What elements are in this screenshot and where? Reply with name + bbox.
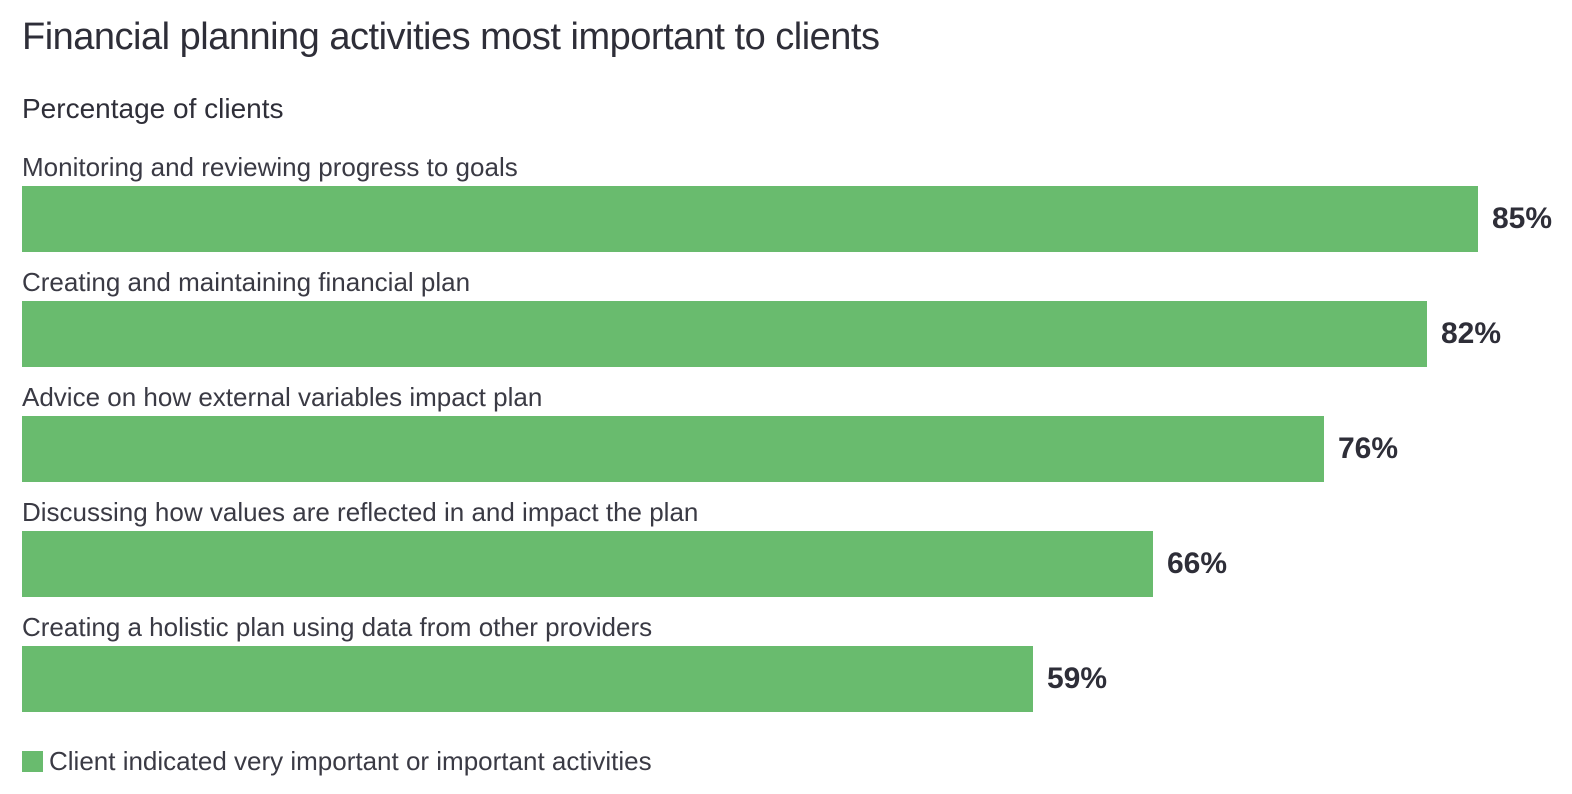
bar-row: Creating and maintaining financial plan 8… — [22, 267, 1572, 367]
bar-row: Advice on how external variables impact … — [22, 382, 1572, 482]
bar-label: Discussing how values are reflected in a… — [22, 497, 699, 527]
bar — [22, 186, 1478, 252]
bar-row: Creating a holistic plan using data from… — [22, 612, 1572, 712]
chart-subtitle: Percentage of clients — [22, 93, 284, 124]
bar-value: 66% — [1167, 547, 1228, 580]
bar-value: 76% — [1338, 432, 1399, 465]
legend: Client indicated very important or impor… — [22, 746, 1572, 776]
bar-line: 82% — [22, 301, 1572, 367]
chart-title: Financial planning activities most impor… — [22, 16, 880, 58]
legend-swatch-icon — [22, 750, 43, 772]
bar-value: 85% — [1492, 202, 1553, 235]
bar-label: Creating and maintaining financial plan — [22, 267, 471, 297]
bar-row: Discussing how values are reflected in a… — [22, 497, 1572, 597]
bar-label: Creating a holistic plan using data from… — [22, 612, 653, 642]
bar-value: 59% — [1047, 662, 1108, 695]
legend-label: Client indicated very important or impor… — [49, 746, 652, 776]
bar — [22, 416, 1324, 482]
bar-line: 59% — [22, 646, 1572, 712]
bar — [22, 301, 1427, 367]
bar-row: Monitoring and reviewing progress to goa… — [22, 152, 1572, 252]
bar-label: Monitoring and reviewing progress to goa… — [22, 152, 518, 182]
bar-line: 85% — [22, 186, 1572, 252]
bar-value: 82% — [1441, 317, 1502, 350]
bar — [22, 646, 1033, 712]
bar-label: Advice on how external variables impact … — [22, 382, 543, 412]
bar — [22, 531, 1153, 597]
bar-line: 66% — [22, 531, 1572, 597]
bar-line: 76% — [22, 416, 1572, 482]
bar-chart: Monitoring and reviewing progress to goa… — [22, 152, 1572, 712]
